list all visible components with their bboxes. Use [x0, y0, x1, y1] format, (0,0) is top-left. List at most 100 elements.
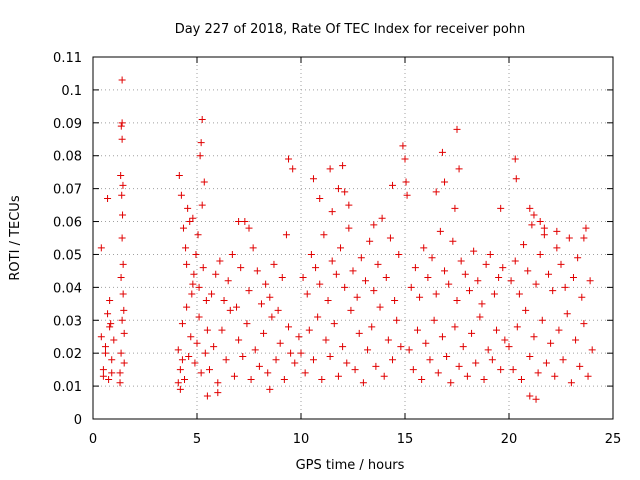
data-point — [513, 323, 521, 331]
data-point — [424, 273, 432, 281]
data-point — [203, 392, 211, 400]
data-point — [584, 372, 592, 380]
y-tick-label: 0.04 — [53, 281, 82, 296]
data-point — [507, 277, 515, 285]
data-point — [357, 254, 365, 262]
data-point — [399, 142, 407, 150]
data-point — [176, 385, 184, 393]
data-point — [376, 303, 384, 311]
data-point — [99, 372, 107, 380]
data-point — [334, 372, 342, 380]
data-point — [214, 379, 222, 387]
data-point — [189, 214, 197, 222]
data-point — [119, 211, 127, 219]
data-point — [309, 356, 317, 364]
data-point — [495, 273, 503, 281]
data-point — [326, 352, 334, 360]
data-point — [305, 326, 313, 334]
data-point — [567, 379, 575, 387]
x-tick-label: 15 — [397, 432, 414, 447]
data-point — [517, 376, 525, 384]
data-point — [530, 333, 538, 341]
data-point — [512, 175, 520, 183]
data-point — [203, 326, 211, 334]
x-tick-label: 20 — [501, 432, 518, 447]
data-point — [193, 339, 201, 347]
data-point — [515, 290, 523, 298]
data-point — [563, 310, 571, 318]
data-point — [532, 280, 540, 288]
data-point — [245, 287, 253, 295]
data-point — [314, 313, 322, 321]
data-point — [237, 264, 245, 272]
data-point — [185, 352, 193, 360]
y-tick-label: 0.09 — [53, 117, 82, 132]
tick-labels: 0 5 10 15 20 25 0 0.01 0.02 0.03 0.04 0.05 0.06 0.07 0… — [53, 51, 621, 447]
x-tick-label: 0 — [89, 432, 97, 447]
data-point — [455, 362, 463, 370]
data-point — [99, 366, 107, 374]
x-tick-label: 10 — [293, 432, 310, 447]
data-point — [260, 329, 268, 337]
data-point — [391, 297, 399, 305]
data-point — [339, 162, 347, 170]
data-point — [453, 297, 461, 305]
data-point — [118, 191, 126, 199]
data-point — [578, 293, 586, 301]
data-point — [245, 224, 253, 232]
grid-lines — [93, 57, 613, 419]
data-point — [108, 356, 116, 364]
data-point — [386, 234, 394, 242]
data-point — [175, 171, 183, 179]
data-point — [451, 204, 459, 212]
data-point — [407, 283, 415, 291]
data-point — [576, 362, 584, 370]
data-point — [330, 320, 338, 328]
data-point — [301, 369, 309, 377]
data-point — [501, 336, 509, 344]
data-point — [106, 297, 114, 305]
data-point — [272, 356, 280, 364]
data-point — [326, 165, 334, 173]
y-tick-label: 0.03 — [53, 314, 82, 329]
data-point — [547, 339, 555, 347]
data-point — [178, 320, 186, 328]
data-point — [434, 369, 442, 377]
data-point — [197, 369, 205, 377]
data-point — [445, 280, 453, 288]
data-point — [472, 359, 480, 367]
data-point — [235, 218, 243, 226]
data-point — [116, 369, 124, 377]
data-point — [200, 178, 208, 186]
data-point — [312, 264, 320, 272]
data-point — [266, 385, 274, 393]
data-point — [205, 366, 213, 374]
data-point — [174, 379, 182, 387]
y-tick-label: 0 — [74, 413, 82, 428]
data-point — [118, 234, 126, 242]
data-point — [559, 356, 567, 364]
data-point — [438, 333, 446, 341]
data-point — [530, 211, 538, 219]
data-point — [120, 359, 128, 367]
data-point — [542, 359, 550, 367]
data-point — [316, 195, 324, 203]
data-point — [353, 293, 361, 301]
data-point — [372, 362, 380, 370]
data-point — [457, 257, 465, 265]
data-point — [588, 346, 596, 354]
data-point — [430, 316, 438, 324]
data-point — [451, 323, 459, 331]
data-point — [118, 119, 126, 127]
x-tick-label: 25 — [605, 432, 622, 447]
data-point — [328, 208, 336, 216]
data-point — [107, 320, 115, 328]
data-point — [522, 306, 530, 314]
data-point — [194, 231, 202, 239]
data-point — [241, 218, 249, 226]
chart-title: Day 227 of 2018, Rate Of TEC Index for r… — [175, 22, 526, 37]
data-point — [266, 293, 274, 301]
y-tick-label: 0.1 — [61, 84, 82, 99]
data-point — [463, 372, 471, 380]
data-point — [378, 214, 386, 222]
